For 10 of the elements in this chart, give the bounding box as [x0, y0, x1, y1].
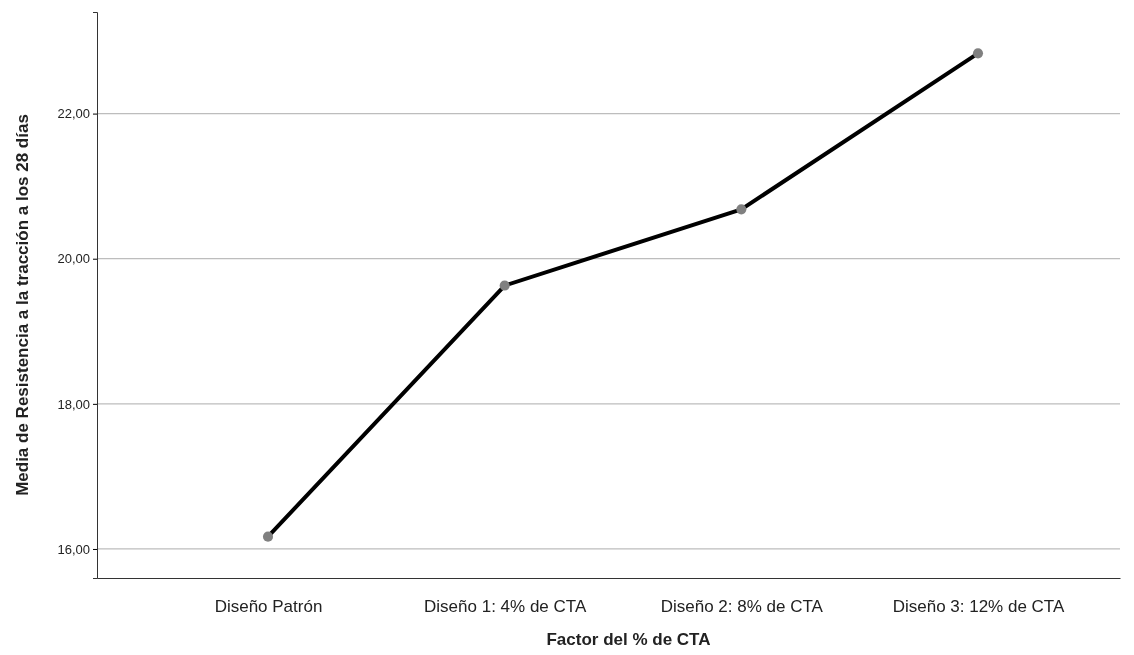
x-tick-label: Diseño 1: 4% de CTA	[424, 597, 587, 617]
y-tick-label: 18,00	[57, 396, 90, 412]
x-tick-label: Diseño 3: 12% de CTA	[892, 597, 1065, 617]
y-tick-label: 20,00	[57, 251, 90, 267]
x-tick-label: Diseño Patrón	[214, 597, 323, 617]
y-tick-label: 22,00	[57, 106, 90, 122]
x-tick-label: Diseño 2: 8% de CTA	[660, 597, 824, 617]
y-tick-label: 16,00	[57, 541, 90, 557]
y-axis-title: Media de Resistencia a la tracción a los 28 días	[13, 114, 32, 496]
x-axis-title: Factor del % de CTA	[546, 630, 711, 649]
